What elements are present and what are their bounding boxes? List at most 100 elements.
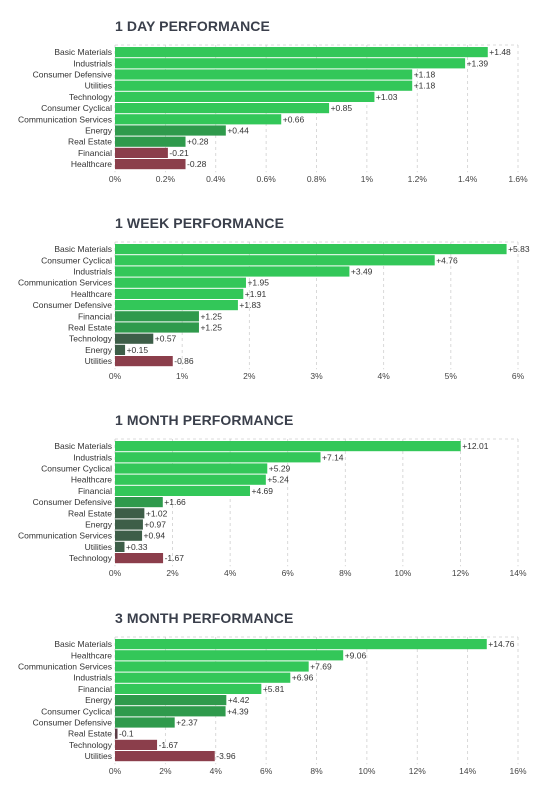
bar-energy[interactable] (115, 695, 227, 706)
category-label-basic-materials: Basic Materials (54, 441, 112, 451)
bar-consumer-cyclical[interactable] (115, 706, 226, 717)
value-label-technology: -1.67 (165, 553, 185, 563)
bar-communication-services[interactable] (115, 114, 282, 125)
category-label-financial: Financial (78, 684, 112, 694)
bar-consumer-cyclical[interactable] (115, 463, 268, 474)
bar-utilities[interactable] (115, 751, 215, 762)
bar-real-estate[interactable] (115, 508, 145, 519)
bar-financial[interactable] (115, 683, 262, 694)
category-label-consumer-defensive: Consumer Defensive (33, 70, 113, 80)
category-label-communication-services: Communication Services (18, 114, 112, 124)
bar-consumer-defensive[interactable] (115, 497, 163, 508)
value-label-communication-services: +1.95 (247, 278, 269, 288)
value-label-basic-materials: +1.48 (489, 47, 511, 57)
bar-chart-1-week: Basic Materials +5.83 Consumer Cyclical +4.… (18, 241, 530, 381)
x-tick-label: 4% (224, 568, 237, 578)
bar-healthcare[interactable] (115, 474, 266, 485)
bar-healthcare[interactable] (115, 650, 344, 661)
value-label-industrials: +6.96 (292, 673, 314, 683)
value-label-industrials: +1.39 (467, 58, 489, 68)
category-label-technology: Technology (69, 334, 113, 344)
value-label-financial: -0.21 (169, 148, 189, 158)
value-label-communication-services: +7.69 (310, 662, 332, 672)
category-label-utilities: Utilities (85, 542, 112, 552)
x-tick-label: 0% (109, 371, 122, 381)
x-tick-label: 5% (445, 371, 458, 381)
bar-chart-1-day: Basic Materials +1.48 Industrials +1.39 Cons… (18, 44, 528, 184)
value-label-financial: +5.81 (263, 684, 285, 694)
value-label-technology: +1.03 (376, 92, 398, 102)
bar-industrials[interactable] (115, 452, 321, 463)
bar-utilities[interactable] (115, 80, 413, 91)
value-label-healthcare: +9.06 (345, 650, 367, 660)
category-label-healthcare: Healthcare (71, 289, 112, 299)
bar-technology[interactable] (115, 91, 375, 102)
bar-real-estate[interactable] (115, 728, 118, 739)
bar-basic-materials[interactable] (115, 47, 488, 58)
panel-1-day: 1 DAY PERFORMANCE Basic Materials +1.48 In… (0, 18, 539, 188)
bar-technology[interactable] (115, 553, 164, 564)
bar-communication-services[interactable] (115, 277, 246, 288)
category-label-real-estate: Real Estate (68, 729, 112, 739)
value-label-industrials: +3.49 (351, 267, 373, 277)
bar-utilities[interactable] (115, 356, 173, 367)
x-tick-label: 1% (361, 174, 374, 184)
bar-financial[interactable] (115, 485, 251, 496)
category-label-utilities: Utilities (85, 81, 112, 91)
bar-consumer-cyclical[interactable] (115, 255, 435, 266)
value-label-real-estate: +1.25 (200, 323, 222, 333)
x-tick-label: 0.2% (156, 174, 176, 184)
category-label-financial: Financial (78, 311, 112, 321)
bar-communication-services[interactable] (115, 530, 143, 541)
bar-financial[interactable] (115, 311, 199, 322)
bar-consumer-defensive[interactable] (115, 300, 238, 311)
category-label-consumer-defensive: Consumer Defensive (33, 497, 113, 507)
bar-real-estate[interactable] (115, 322, 199, 333)
bar-industrials[interactable] (115, 672, 291, 683)
category-label-consumer-cyclical: Consumer Cyclical (41, 103, 112, 113)
bar-energy[interactable] (115, 344, 126, 355)
bar-communication-services[interactable] (115, 661, 309, 672)
category-label-consumer-cyclical: Consumer Cyclical (41, 706, 112, 716)
bar-real-estate[interactable] (115, 136, 186, 147)
bar-basic-materials[interactable] (115, 244, 507, 255)
category-label-technology: Technology (69, 740, 113, 750)
bar-industrials[interactable] (115, 266, 350, 277)
category-label-basic-materials: Basic Materials (54, 244, 112, 254)
category-label-consumer-cyclical: Consumer Cyclical (41, 464, 112, 474)
value-label-healthcare: +1.91 (245, 289, 267, 299)
x-tick-label: 4% (378, 371, 391, 381)
category-label-communication-services: Communication Services (18, 662, 112, 672)
category-label-energy: Energy (85, 520, 113, 530)
bar-industrials[interactable] (115, 58, 466, 69)
value-label-utilities: -3.96 (216, 751, 236, 761)
x-tick-label: 14% (459, 766, 476, 776)
category-label-healthcare: Healthcare (71, 159, 112, 169)
value-label-consumer-defensive: +2.37 (176, 718, 198, 728)
panel-1-month: 1 MONTH PERFORMANCE Basic Materials +12.0… (0, 412, 539, 582)
value-label-basic-materials: +12.01 (462, 441, 489, 451)
bar-consumer-cyclical[interactable] (115, 103, 330, 114)
category-label-industrials: Industrials (73, 452, 112, 462)
bar-basic-materials[interactable] (115, 441, 461, 452)
bar-technology[interactable] (115, 739, 158, 750)
x-tick-label: 6% (260, 766, 273, 776)
bar-consumer-defensive[interactable] (115, 717, 175, 728)
bar-financial[interactable] (115, 147, 168, 158)
value-label-energy: +4.42 (228, 695, 250, 705)
bar-energy[interactable] (115, 519, 143, 530)
category-label-real-estate: Real Estate (68, 323, 112, 333)
bar-basic-materials[interactable] (115, 639, 487, 650)
value-label-consumer-defensive: +1.66 (164, 497, 186, 507)
panel-3-month: 3 MONTH PERFORMANCE Basic Materials +14.7… (0, 610, 539, 780)
bar-healthcare[interactable] (115, 159, 186, 170)
bar-consumer-defensive[interactable] (115, 69, 413, 80)
bar-utilities[interactable] (115, 541, 125, 552)
bar-energy[interactable] (115, 125, 226, 136)
x-tick-label: 0% (109, 568, 122, 578)
x-tick-label: 4% (210, 766, 223, 776)
bar-technology[interactable] (115, 333, 154, 344)
x-tick-label: 10% (358, 766, 375, 776)
panel-1-week: 1 WEEK PERFORMANCE Basic Materials +5.83 C… (0, 215, 539, 385)
bar-healthcare[interactable] (115, 288, 244, 299)
